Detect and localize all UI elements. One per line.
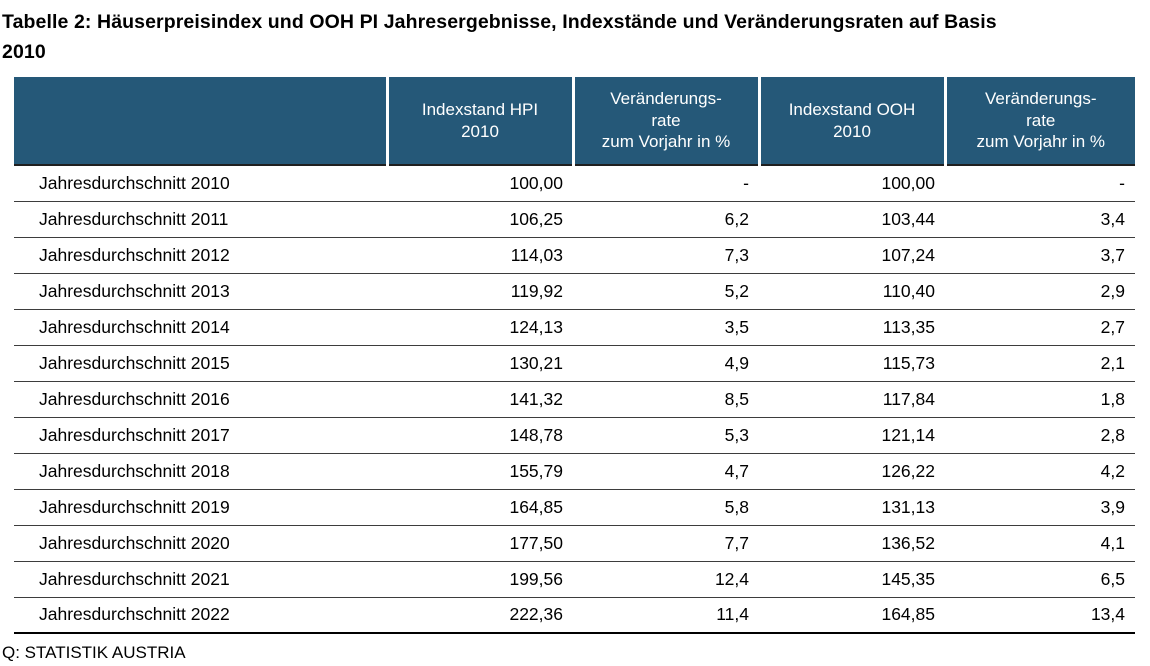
table-body: Jahresdurchschnitt 2010 100,00 - 100,00 … [14, 165, 1135, 634]
ooh-rate-value: 2,8 [945, 417, 1135, 454]
table-row: Jahresdurchschnitt 2010 100,00 - 100,00 … [14, 165, 1135, 202]
row-label: Jahresdurchschnitt 2012 [14, 237, 387, 274]
hpi-rate-value: 4,9 [573, 345, 759, 382]
ooh-rate-value: 4,1 [945, 525, 1135, 562]
ooh-rate-value: 2,9 [945, 273, 1135, 310]
ooh-index-value: 131,13 [759, 489, 945, 526]
table-row: Jahresdurchschnitt 2022 222,36 11,4 164,… [14, 597, 1135, 634]
hpi-rate-value: - [573, 165, 759, 202]
table-row: Jahresdurchschnitt 2017 148,78 5,3 121,1… [14, 417, 1135, 454]
hpi-rate-value: 11,4 [573, 597, 759, 634]
ooh-index-value: 117,84 [759, 381, 945, 418]
hpi-rate-value: 7,7 [573, 525, 759, 562]
ooh-index-value: 100,00 [759, 165, 945, 202]
ooh-index-value: 121,14 [759, 417, 945, 454]
hpi-rate-value: 4,7 [573, 453, 759, 490]
hpi-rate-value: 5,3 [573, 417, 759, 454]
ooh-rate-value: 13,4 [945, 597, 1135, 634]
row-label: Jahresdurchschnitt 2011 [14, 201, 387, 238]
ooh-rate-value: 3,9 [945, 489, 1135, 526]
ooh-index-value: 115,73 [759, 345, 945, 382]
header-cell-empty [14, 77, 387, 166]
hpi-index-value: 155,79 [387, 453, 573, 490]
table-row: Jahresdurchschnitt 2016 141,32 8,5 117,8… [14, 381, 1135, 418]
ooh-rate-value: 6,5 [945, 561, 1135, 598]
row-label: Jahresdurchschnitt 2015 [14, 345, 387, 382]
hpi-index-value: 114,03 [387, 237, 573, 274]
hpi-rate-value: 8,5 [573, 381, 759, 418]
hpi-rate-value: 5,8 [573, 489, 759, 526]
ooh-rate-value: - [945, 165, 1135, 202]
row-label: Jahresdurchschnitt 2020 [14, 525, 387, 562]
row-label: Jahresdurchschnitt 2014 [14, 309, 387, 346]
row-label: Jahresdurchschnitt 2010 [14, 165, 387, 202]
hpi-index-value: 177,50 [387, 525, 573, 562]
hpi-index-value: 119,92 [387, 273, 573, 310]
hpi-rate-value: 7,3 [573, 237, 759, 274]
row-label: Jahresdurchschnitt 2022 [14, 597, 387, 634]
hpi-index-value: 222,36 [387, 597, 573, 634]
hpi-rate-value: 3,5 [573, 309, 759, 346]
hpi-index-value: 141,32 [387, 381, 573, 418]
header-cell-hpi: Indexstand HPI 2010 [385, 77, 573, 166]
header-cell-hpi-rate: Veränderungs- rate zum Vorjahr in % [571, 77, 759, 166]
hpi-index-value: 100,00 [387, 165, 573, 202]
hpi-rate-value: 6,2 [573, 201, 759, 238]
table-row: Jahresdurchschnitt 2018 155,79 4,7 126,2… [14, 453, 1135, 490]
ooh-rate-value: 2,7 [945, 309, 1135, 346]
table-row: Jahresdurchschnitt 2015 130,21 4,9 115,7… [14, 345, 1135, 382]
ooh-index-value: 113,35 [759, 309, 945, 346]
row-label: Jahresdurchschnitt 2019 [14, 489, 387, 526]
table-title: Tabelle 2: Häuserpreisindex und OOH PI J… [2, 11, 997, 63]
ooh-rate-value: 2,1 [945, 345, 1135, 382]
ooh-index-value: 145,35 [759, 561, 945, 598]
table-row: Jahresdurchschnitt 2019 164,85 5,8 131,1… [14, 489, 1135, 526]
ooh-rate-value: 4,2 [945, 453, 1135, 490]
table-row: Jahresdurchschnitt 2012 114,03 7,3 107,2… [14, 237, 1135, 274]
hpi-index-value: 148,78 [387, 417, 573, 454]
hpi-index-value: 106,25 [387, 201, 573, 238]
ooh-index-value: 110,40 [759, 273, 945, 310]
table-row: Jahresdurchschnitt 2014 124,13 3,5 113,3… [14, 309, 1135, 346]
hpi-index-value: 124,13 [387, 309, 573, 346]
ooh-index-value: 136,52 [759, 525, 945, 562]
header-row: Indexstand HPI 2010 Veränderungs- rate z… [14, 77, 1135, 166]
ooh-rate-value: 1,8 [945, 381, 1135, 418]
source-note: Q: STATISTIK AUSTRIA [2, 643, 186, 662]
table-row: Jahresdurchschnitt 2013 119,92 5,2 110,4… [14, 273, 1135, 310]
table-row: Jahresdurchschnitt 2020 177,50 7,7 136,5… [14, 525, 1135, 562]
ooh-index-value: 107,24 [759, 237, 945, 274]
table-row: Jahresdurchschnitt 2011 106,25 6,2 103,4… [14, 201, 1135, 238]
hpi-rate-value: 12,4 [573, 561, 759, 598]
header-cell-ooh-rate: Veränderungs- rate zum Vorjahr in % [943, 77, 1135, 166]
ooh-rate-value: 3,4 [945, 201, 1135, 238]
ooh-index-value: 126,22 [759, 453, 945, 490]
row-label: Jahresdurchschnitt 2018 [14, 453, 387, 490]
row-label: Jahresdurchschnitt 2021 [14, 561, 387, 598]
hpi-index-value: 199,56 [387, 561, 573, 598]
hpi-rate-value: 5,2 [573, 273, 759, 310]
ooh-index-value: 164,85 [759, 597, 945, 634]
hpi-index-value: 164,85 [387, 489, 573, 526]
header-cell-ooh: Indexstand OOH 2010 [757, 77, 945, 166]
ooh-rate-value: 3,7 [945, 237, 1135, 274]
hpi-ooh-index-table: Indexstand HPI 2010 Veränderungs- rate z… [14, 77, 1135, 634]
row-label: Jahresdurchschnitt 2013 [14, 273, 387, 310]
row-label: Jahresdurchschnitt 2016 [14, 381, 387, 418]
row-label: Jahresdurchschnitt 2017 [14, 417, 387, 454]
hpi-index-value: 130,21 [387, 345, 573, 382]
ooh-index-value: 103,44 [759, 201, 945, 238]
table-row: Jahresdurchschnitt 2021 199,56 12,4 145,… [14, 561, 1135, 598]
table-header: Indexstand HPI 2010 Veränderungs- rate z… [14, 77, 1135, 166]
